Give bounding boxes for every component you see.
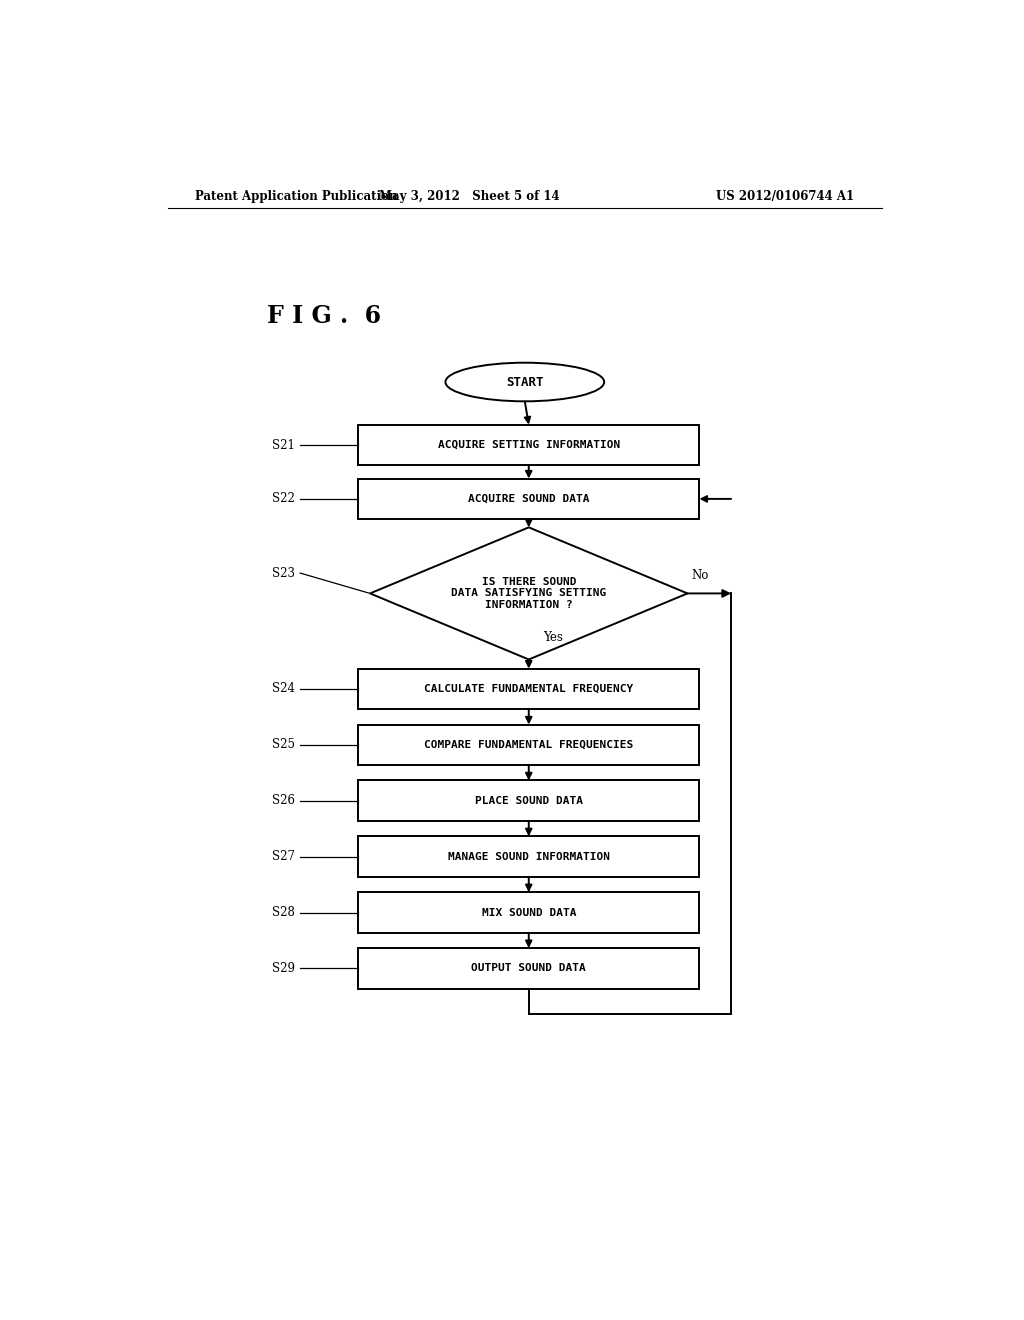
Text: S26: S26 — [271, 795, 295, 808]
Text: Yes: Yes — [543, 631, 563, 644]
Text: US 2012/0106744 A1: US 2012/0106744 A1 — [716, 190, 854, 202]
Text: F I G .  6: F I G . 6 — [267, 304, 381, 327]
Text: S22: S22 — [271, 492, 295, 506]
Text: COMPARE FUNDAMENTAL FREQUENCIES: COMPARE FUNDAMENTAL FREQUENCIES — [424, 741, 634, 750]
Text: S29: S29 — [271, 962, 295, 975]
Text: S21: S21 — [271, 438, 295, 451]
Text: IS THERE SOUND
DATA SATISFYING SETTING
INFORMATION ?: IS THERE SOUND DATA SATISFYING SETTING I… — [452, 577, 606, 610]
Text: MANAGE SOUND INFORMATION: MANAGE SOUND INFORMATION — [447, 851, 609, 862]
Text: S28: S28 — [271, 906, 295, 919]
Text: ACQUIRE SOUND DATA: ACQUIRE SOUND DATA — [468, 494, 590, 504]
Text: S25: S25 — [271, 738, 295, 751]
Text: Patent Application Publication: Patent Application Publication — [196, 190, 398, 202]
Text: CALCULATE FUNDAMENTAL FREQUENCY: CALCULATE FUNDAMENTAL FREQUENCY — [424, 684, 634, 694]
Text: No: No — [691, 569, 709, 582]
Text: PLACE SOUND DATA: PLACE SOUND DATA — [475, 796, 583, 805]
Text: START: START — [506, 375, 544, 388]
Text: ACQUIRE SETTING INFORMATION: ACQUIRE SETTING INFORMATION — [437, 440, 620, 450]
Text: S23: S23 — [271, 566, 295, 579]
Text: S24: S24 — [271, 682, 295, 696]
Text: May 3, 2012   Sheet 5 of 14: May 3, 2012 Sheet 5 of 14 — [379, 190, 559, 202]
Text: MIX SOUND DATA: MIX SOUND DATA — [481, 908, 577, 917]
Text: S27: S27 — [271, 850, 295, 863]
Text: OUTPUT SOUND DATA: OUTPUT SOUND DATA — [471, 964, 586, 973]
